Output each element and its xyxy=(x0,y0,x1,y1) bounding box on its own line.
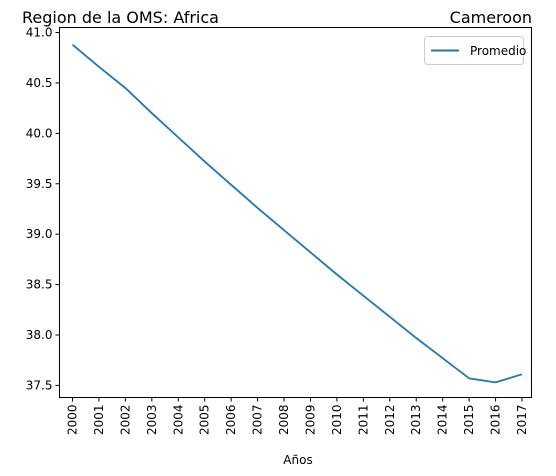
y-tick-label: 40.0 xyxy=(26,126,53,140)
x-tick-label: 2002 xyxy=(118,405,132,436)
y-tick-label: 39.5 xyxy=(26,177,53,191)
x-tick-label: 2014 xyxy=(436,405,450,436)
x-tick-label: 2011 xyxy=(356,405,370,436)
plot-area xyxy=(59,27,532,398)
x-tick-label: 2003 xyxy=(145,405,159,436)
x-tick-label: 2013 xyxy=(409,405,423,436)
chart-title-left: Region de la OMS: Africa xyxy=(22,8,219,27)
x-tick-label: 2007 xyxy=(251,405,265,436)
x-tick-label: 2006 xyxy=(224,405,238,436)
x-tick-label: 2000 xyxy=(66,405,80,436)
chart-title-right: Cameroon xyxy=(450,8,532,27)
legend: Promedio xyxy=(424,36,526,65)
x-tick-label: 2005 xyxy=(198,405,212,436)
y-tick-label: 41.0 xyxy=(26,26,53,40)
x-tick-label: 2004 xyxy=(171,405,185,436)
y-tick-label: 38.5 xyxy=(26,278,53,292)
x-tick-label: 2012 xyxy=(383,405,397,436)
y-tick-label: 38.0 xyxy=(26,328,53,342)
legend-label: Promedio xyxy=(470,44,526,58)
y-tick-label: 39.0 xyxy=(26,227,53,241)
x-tick-label: 2009 xyxy=(303,405,317,436)
x-tick-label: 2017 xyxy=(515,405,529,436)
x-tick-label: 2008 xyxy=(277,405,291,436)
x-tick-label: 2015 xyxy=(462,405,476,436)
x-tick-label: 2001 xyxy=(92,405,106,436)
x-tick-label: 2016 xyxy=(489,405,503,436)
series-line-promedio xyxy=(71,43,523,384)
legend-box xyxy=(424,36,524,65)
x-tick-label: 2010 xyxy=(330,405,344,436)
x-axis: 2000 2001 2002 2003 2004 2005 2006 2007 2008 2009… xyxy=(66,397,529,436)
y-tick-label: 37.5 xyxy=(26,378,53,392)
y-tick-label: 40.5 xyxy=(26,76,53,90)
series-group xyxy=(71,43,523,384)
x-axis-label: Años xyxy=(283,453,312,467)
y-axis: 37.5 38.0 38.5 39.0 39.5 40.0 40.5 41.0 xyxy=(26,26,60,392)
